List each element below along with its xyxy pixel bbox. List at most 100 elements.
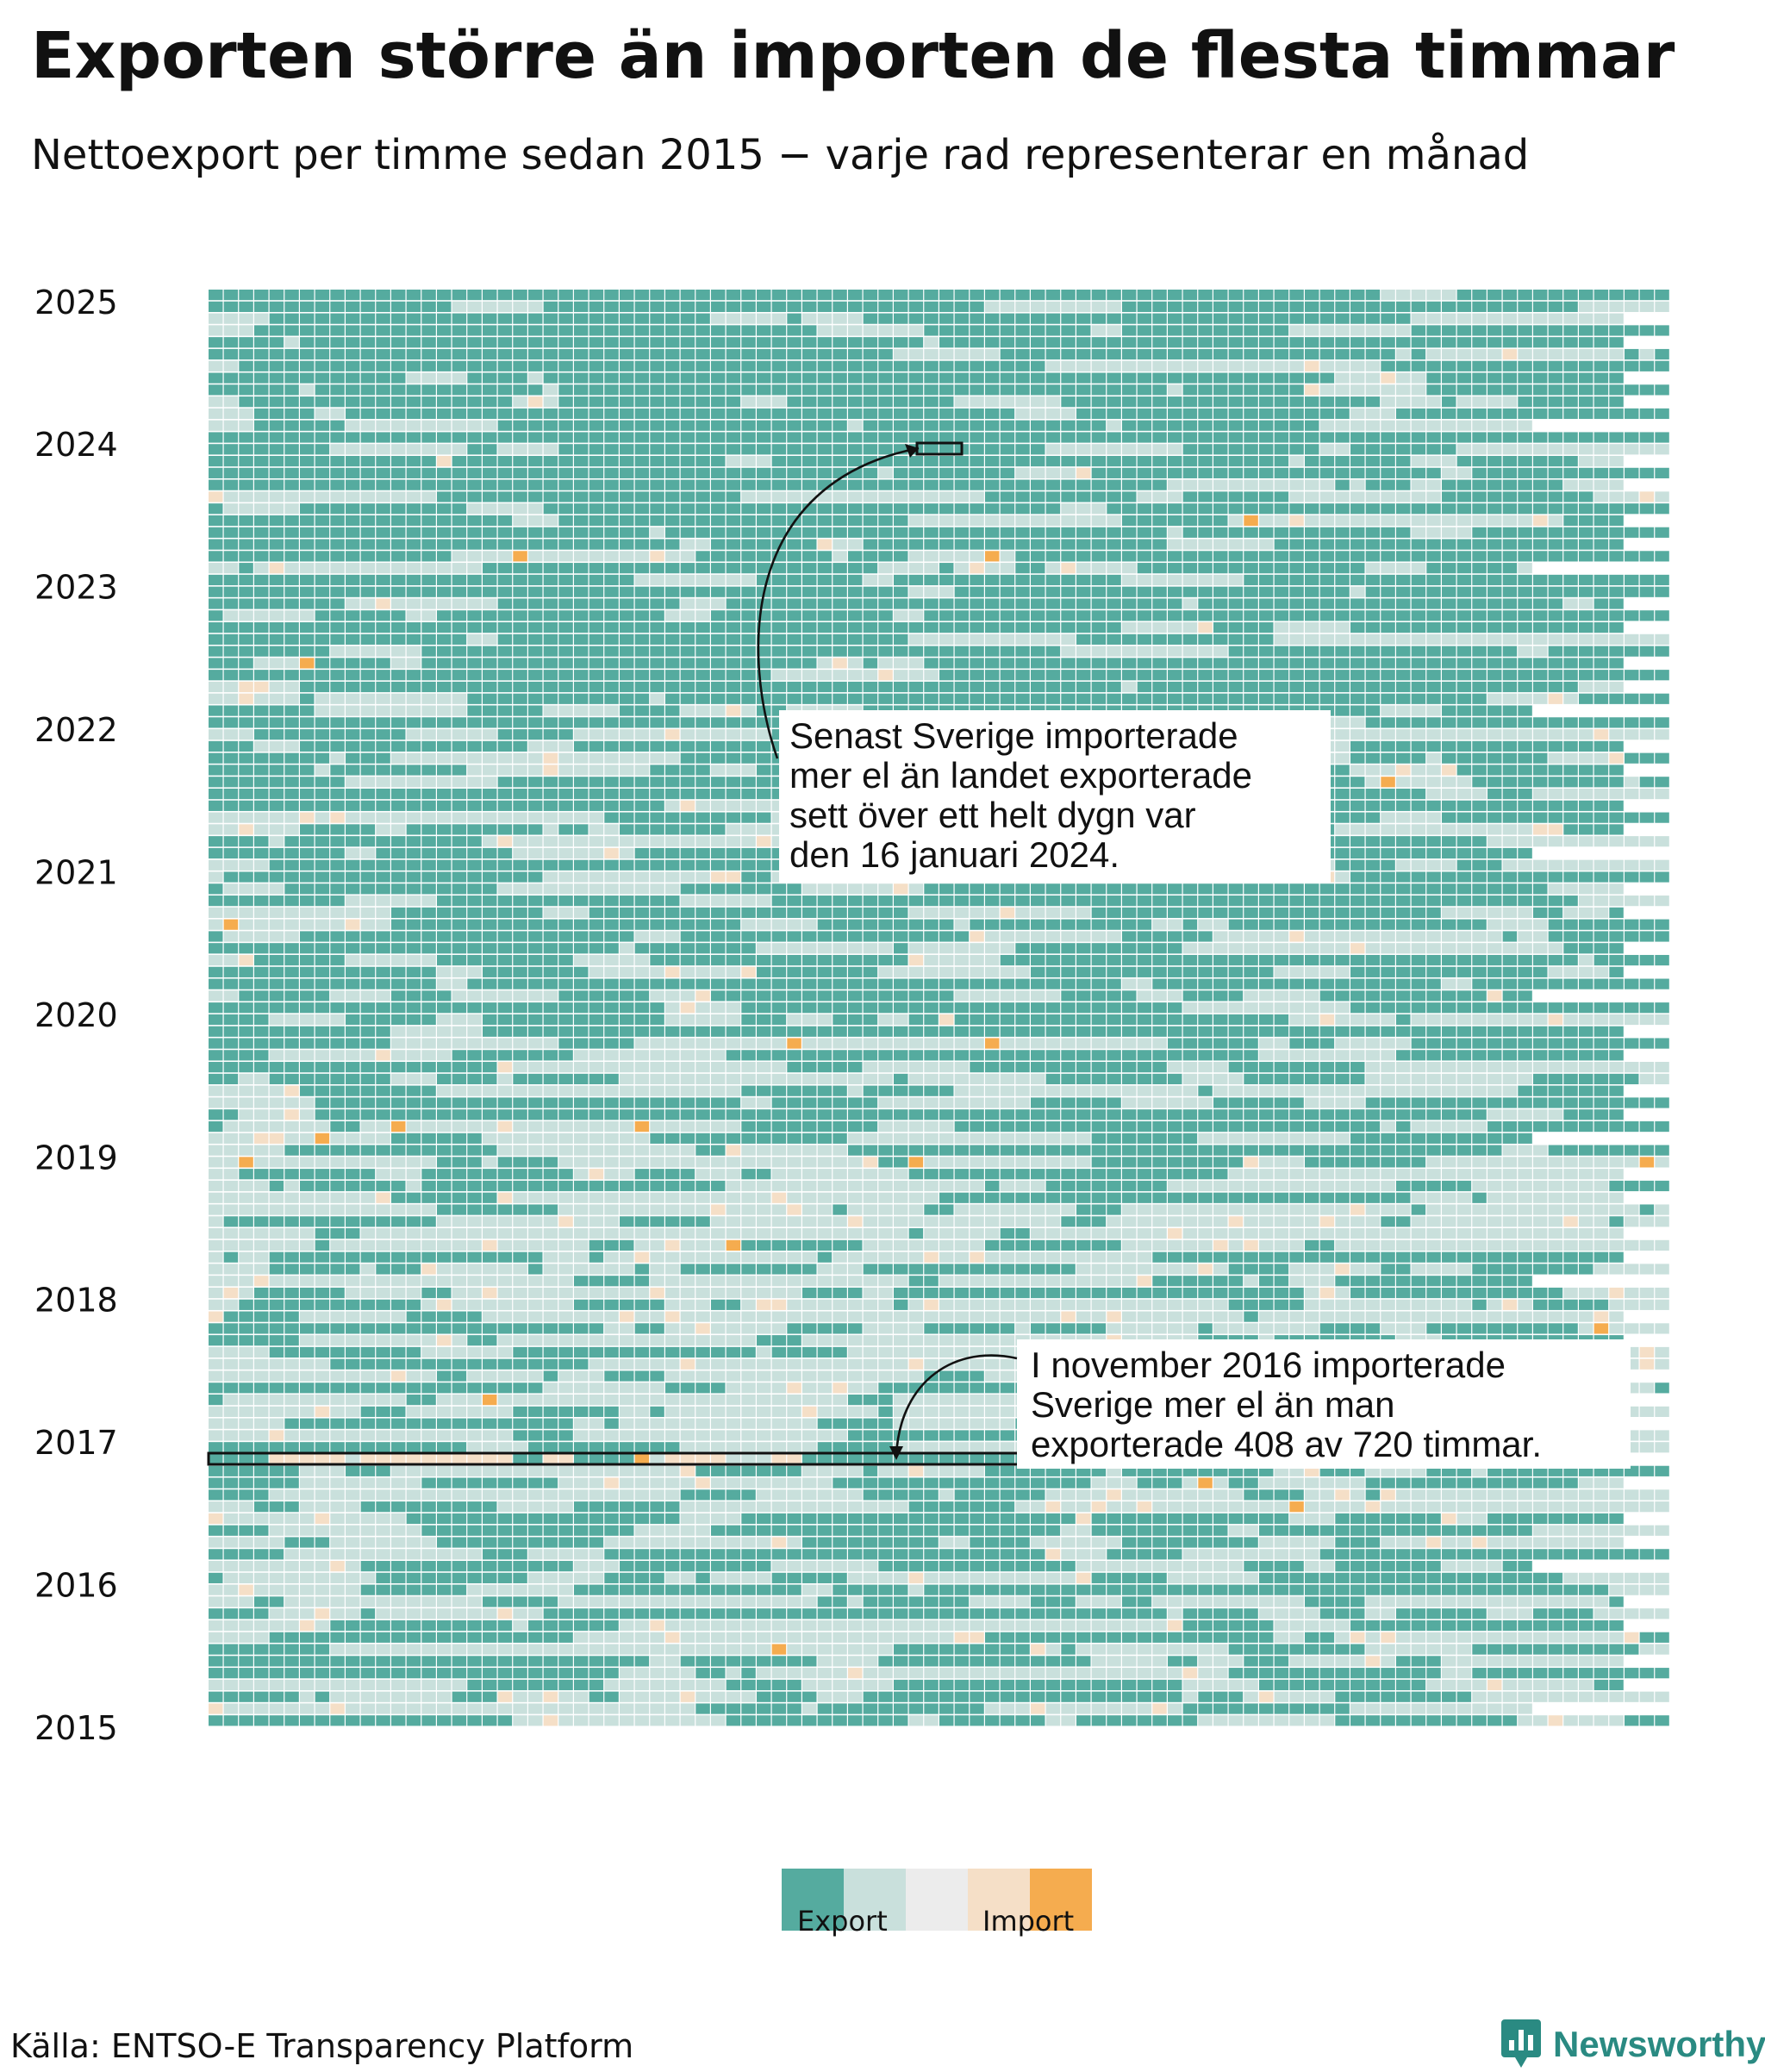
heatmap-cell (741, 598, 756, 609)
heatmap-cell (1335, 384, 1350, 396)
heatmap-cell (680, 563, 695, 574)
heatmap-cell (665, 563, 680, 574)
heatmap-cell (269, 503, 284, 515)
heatmap-cell (771, 396, 787, 408)
heatmap-cell (1213, 348, 1228, 360)
heatmap-cell (1045, 610, 1061, 621)
heatmap-cell (817, 646, 833, 657)
heatmap-cell (1259, 455, 1274, 467)
heatmap-cell (1152, 337, 1167, 348)
heatmap-cell (650, 598, 664, 609)
heatmap-cell (1350, 788, 1365, 800)
heatmap-cell (604, 491, 619, 502)
heatmap-cell (908, 467, 924, 478)
heatmap-cell (574, 777, 589, 788)
heatmap-cell (330, 871, 345, 883)
heatmap-cell (346, 408, 360, 420)
heatmap-cell (1198, 467, 1213, 478)
heatmap-cell (1548, 693, 1563, 704)
heatmap-cell (1061, 574, 1076, 586)
heatmap-cell (452, 586, 467, 597)
heatmap-cell (497, 348, 513, 360)
heatmap-cell (452, 467, 467, 478)
heatmap-cell (254, 313, 269, 324)
heatmap-cell (604, 551, 619, 562)
heatmap-cell (254, 301, 269, 312)
heatmap-cell (391, 313, 406, 324)
heatmap-cell (726, 325, 741, 336)
heatmap-cell (695, 527, 710, 538)
heatmap-cell (421, 883, 436, 895)
heatmap-cell (1593, 598, 1609, 609)
heatmap-cell (406, 337, 421, 348)
heatmap-cell (254, 788, 269, 800)
heatmap-cell (924, 301, 939, 312)
heatmap-cell (1305, 515, 1319, 527)
heatmap-cell (1609, 740, 1624, 752)
heatmap-cell (1563, 752, 1578, 764)
heatmap-cell (209, 325, 223, 336)
heatmap-cell (1228, 384, 1244, 396)
heatmap-cell (391, 527, 406, 538)
heatmap-cell (1289, 396, 1304, 408)
heatmap-cell (680, 871, 695, 883)
heatmap-cell (695, 907, 710, 919)
heatmap-cell (1122, 313, 1137, 324)
heatmap-cell (863, 325, 878, 336)
heatmap-cell (239, 551, 253, 562)
heatmap-cell (1289, 670, 1304, 681)
heatmap-cell (1305, 633, 1319, 645)
heatmap-cell (1091, 646, 1107, 657)
heatmap-cell (1198, 515, 1213, 527)
heatmap-cell (269, 348, 284, 360)
heatmap-cell (1045, 896, 1061, 907)
heatmap-cell (558, 896, 573, 907)
heatmap-cell (1502, 765, 1518, 776)
heatmap-cell (634, 824, 650, 835)
heatmap-cell (1335, 646, 1350, 657)
heatmap-cell (650, 847, 664, 859)
heatmap-cell (1000, 586, 1015, 597)
heatmap-cell (1061, 681, 1076, 693)
heatmap-cell (1198, 539, 1213, 550)
heatmap-cell (1396, 396, 1411, 408)
heatmap-cell (1365, 658, 1381, 669)
heatmap-cell (1076, 681, 1091, 693)
heatmap-cell (1182, 325, 1198, 336)
heatmap-cell (391, 883, 406, 895)
heatmap-cell (1122, 503, 1137, 515)
heatmap-cell (1411, 740, 1426, 752)
heatmap-cell (726, 896, 741, 907)
heatmap-cell (1472, 610, 1487, 621)
heatmap-cell (1031, 348, 1045, 360)
heatmap-cell (1593, 777, 1609, 788)
heatmap-cell (483, 290, 497, 301)
heatmap-cell (665, 871, 680, 883)
heatmap-cell (908, 348, 924, 360)
heatmap-cell (1122, 681, 1137, 693)
heatmap-cell (467, 396, 482, 408)
heatmap-cell (209, 444, 223, 455)
heatmap-cell (1411, 777, 1426, 788)
heatmap-cell (771, 681, 787, 693)
heatmap-cell (1472, 313, 1487, 324)
heatmap-cell (1152, 360, 1167, 371)
heatmap-cell (1015, 527, 1030, 538)
heatmap-cell (1487, 752, 1502, 764)
heatmap-cell (894, 479, 908, 490)
heatmap-cell (848, 396, 863, 408)
heatmap-cell (574, 847, 589, 859)
heatmap-cell (817, 420, 833, 431)
heatmap-cell (1198, 479, 1213, 490)
heatmap-cell (970, 646, 984, 657)
heatmap-cell (1122, 337, 1137, 348)
heatmap-cell (726, 658, 741, 669)
heatmap-cell (1396, 847, 1411, 859)
heatmap-cell (863, 646, 878, 657)
heatmap-cell (634, 896, 650, 907)
heatmap-cell (634, 337, 650, 348)
heatmap-cell (376, 396, 390, 408)
heatmap-cell (543, 670, 558, 681)
heatmap-cell (1137, 586, 1152, 597)
heatmap-cell (513, 455, 527, 467)
